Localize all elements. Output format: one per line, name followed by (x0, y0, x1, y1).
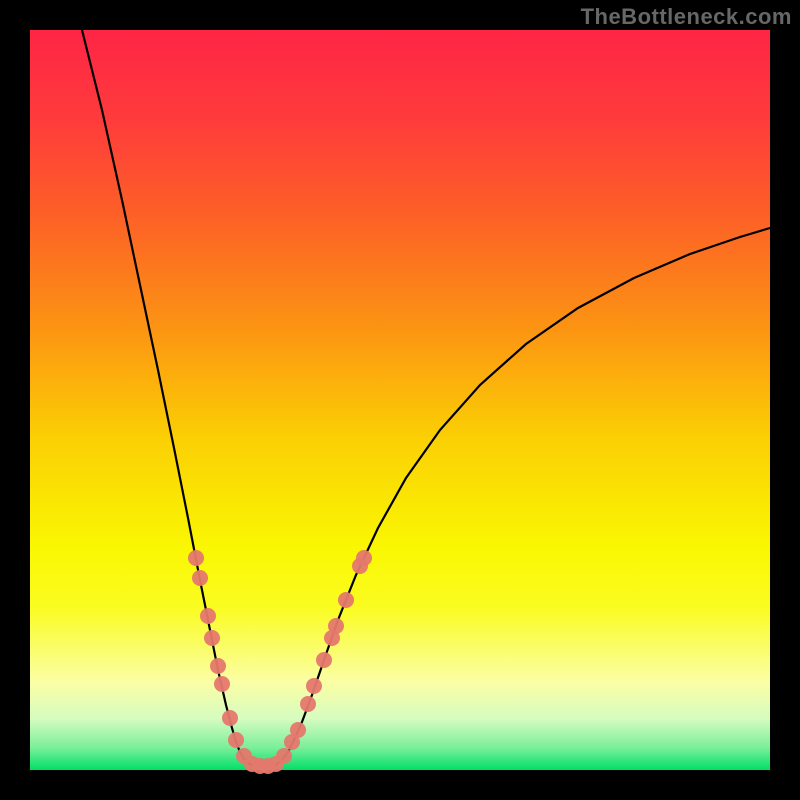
data-marker (306, 678, 322, 694)
marker-group (188, 550, 372, 774)
data-marker (204, 630, 220, 646)
data-marker (210, 658, 226, 674)
data-marker (290, 722, 306, 738)
data-marker (214, 676, 230, 692)
data-marker (222, 710, 238, 726)
plot-area (30, 30, 770, 770)
data-marker (188, 550, 204, 566)
data-marker (356, 550, 372, 566)
chart-frame: TheBottleneck.com (0, 0, 800, 800)
data-marker (300, 696, 316, 712)
bottleneck-curve (82, 30, 770, 766)
data-marker (276, 748, 292, 764)
watermark-text: TheBottleneck.com (581, 4, 792, 30)
data-marker (228, 732, 244, 748)
data-marker (200, 608, 216, 624)
curve-svg (30, 30, 770, 770)
data-marker (316, 652, 332, 668)
data-marker (192, 570, 208, 586)
data-marker (338, 592, 354, 608)
data-marker (328, 618, 344, 634)
